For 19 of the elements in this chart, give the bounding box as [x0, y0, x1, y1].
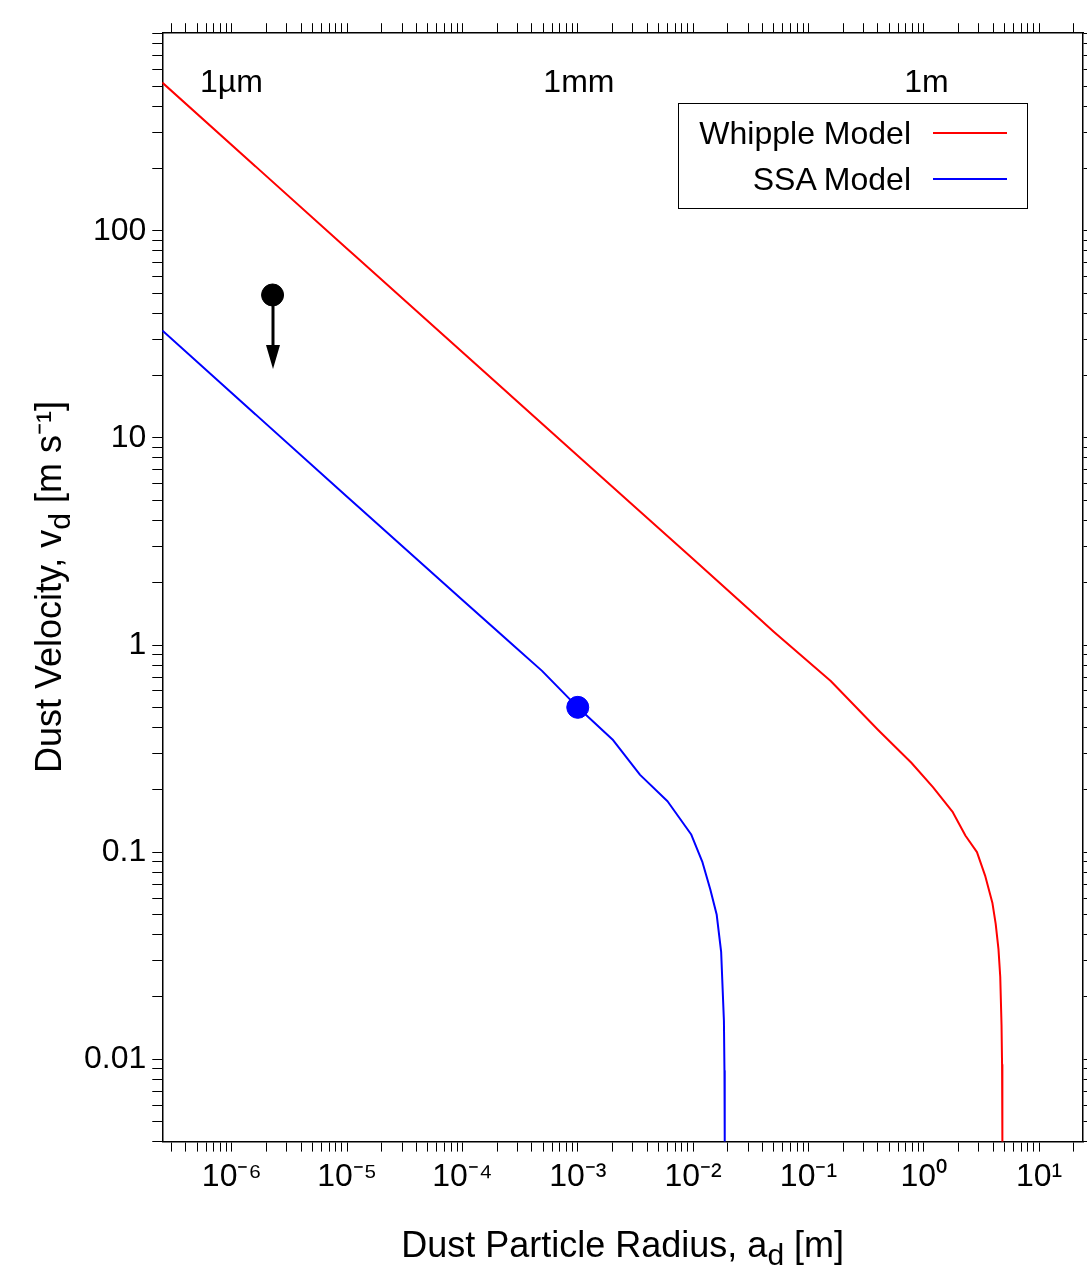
y-tick-label: 1: [128, 624, 147, 661]
x-tick-label: 10⁻¹: [779, 1156, 838, 1193]
x-tick-label: 10¹: [1016, 1156, 1063, 1193]
x-tick-label: 10⁻²: [664, 1156, 723, 1193]
x-tick-label: 10⁻⁶: [201, 1156, 262, 1193]
annotation: 1m: [904, 63, 949, 100]
x-tick-label: 10⁻⁴: [432, 1156, 493, 1193]
y-tick-label: 10: [110, 417, 147, 454]
x-tick-label: 10⁻³: [549, 1156, 607, 1193]
x-tick-label: 10⁰: [900, 1156, 948, 1193]
annotation: 1mm: [543, 63, 615, 100]
y-tick-label: 0.01: [84, 1039, 147, 1076]
legend-label: SSA Model: [752, 160, 911, 198]
x-tick-label: 10⁻⁵: [317, 1156, 377, 1193]
y-tick-label: 0.1: [101, 831, 147, 868]
x-axis-title: Dust Particle Radius, a$_{d}$ [m]: [400, 1223, 846, 1272]
annotation: 1µm: [199, 63, 263, 100]
y-tick-label: 100: [92, 210, 147, 247]
legend-label: Whipple Model: [699, 114, 911, 152]
